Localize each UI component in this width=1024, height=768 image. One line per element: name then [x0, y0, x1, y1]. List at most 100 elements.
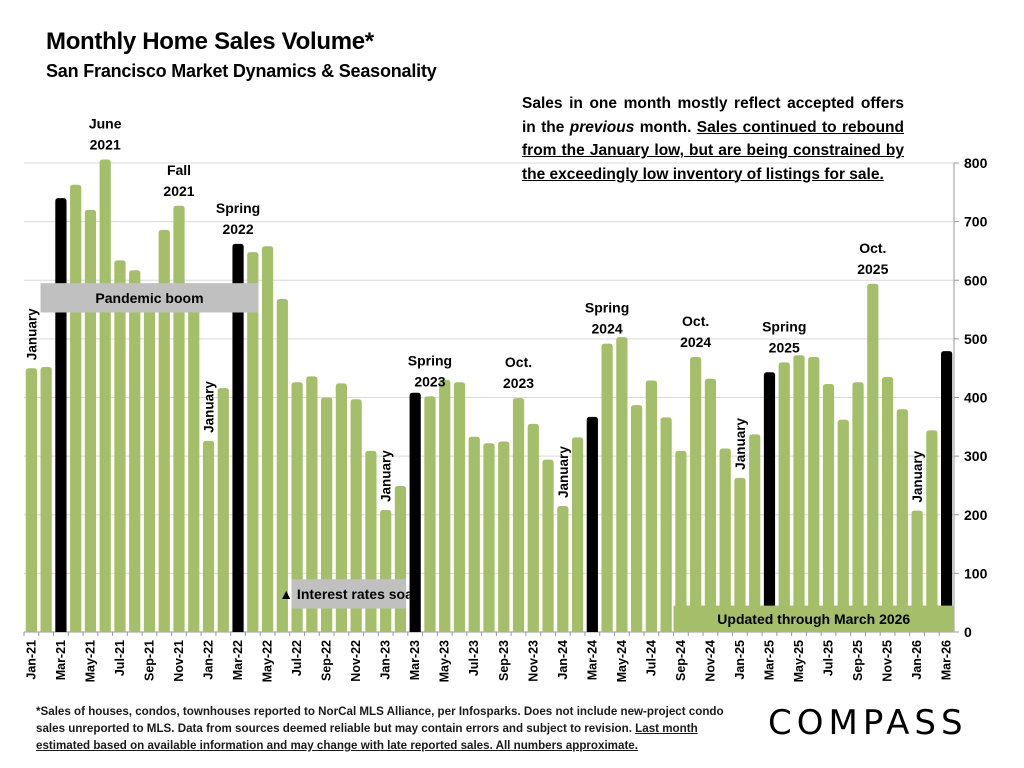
- bar: [571, 437, 584, 632]
- annotation-label: Spring: [762, 318, 806, 334]
- annotation-label: 2025: [769, 339, 800, 355]
- bar: [704, 378, 717, 632]
- y-tick-label: 500: [964, 331, 988, 347]
- y-tick-label: 400: [964, 390, 988, 406]
- x-tick-label: Jan-23: [379, 640, 393, 680]
- annotation-label: January: [733, 418, 748, 470]
- bar: [645, 380, 657, 632]
- bar: [321, 397, 333, 632]
- bar: [719, 448, 731, 632]
- bar: [232, 243, 244, 632]
- x-tick-label: Jan-22: [202, 640, 216, 680]
- bar: [763, 372, 776, 632]
- x-tick-label: Jul-25: [822, 640, 836, 676]
- y-tick-label: 0: [964, 624, 972, 640]
- bar: [675, 450, 687, 632]
- annotation-label: Spring: [216, 200, 260, 216]
- x-tick-label: Jul-22: [290, 640, 304, 676]
- x-tick-label: May-23: [438, 640, 452, 682]
- x-tick-label: Jan-24: [556, 640, 570, 680]
- annotation-label: 2021: [163, 183, 194, 199]
- bar: [601, 343, 613, 632]
- x-tick-label: Nov-24: [703, 640, 717, 682]
- annotation-label: Spring: [408, 352, 452, 368]
- bar: [498, 441, 510, 632]
- x-tick-label: Mar-25: [762, 640, 776, 680]
- bar: [483, 443, 495, 632]
- note-italic: previous: [569, 118, 635, 136]
- bar: [261, 246, 274, 632]
- annotation-label: 2025: [857, 261, 888, 277]
- annotation-label: January: [24, 308, 39, 360]
- x-tick-label: Jan-26: [910, 640, 924, 680]
- annotation-label: January: [910, 450, 925, 502]
- chart-title: Monthly Home Sales Volume*: [46, 28, 374, 55]
- commentary-note: Sales in one month mostly reflect accept…: [522, 92, 904, 186]
- bar: [129, 270, 141, 632]
- band-label: Pandemic boom: [95, 290, 203, 306]
- bar: [512, 398, 525, 632]
- note-underlined: Sales continued to rebound from the Janu…: [522, 118, 904, 183]
- band-label: Updated through March 2026: [717, 611, 910, 627]
- x-tick-label: Sep-23: [497, 640, 511, 681]
- annotation-band: [291, 579, 407, 609]
- bar: [25, 368, 37, 632]
- bar: [881, 376, 894, 632]
- x-tick-label: Mar-22: [231, 640, 245, 680]
- x-tick-label: May-22: [261, 640, 275, 682]
- bar: [896, 409, 908, 632]
- bar: [99, 159, 111, 633]
- bar: [926, 430, 938, 632]
- bar: [542, 459, 554, 632]
- bar: [453, 382, 466, 632]
- annotation-label: 2021: [90, 136, 121, 152]
- bar: [394, 486, 407, 632]
- annotation-label: Oct.: [505, 354, 532, 370]
- annotation-label: 2022: [222, 221, 253, 237]
- bar: [424, 396, 436, 632]
- x-tick-label: Mar-26: [940, 640, 954, 680]
- bar: [911, 510, 923, 632]
- bar: [527, 423, 539, 632]
- bar: [852, 382, 864, 632]
- bar: [690, 357, 702, 632]
- bar: [291, 382, 303, 632]
- y-tick-label: 800: [964, 155, 988, 171]
- x-tick-label: Sep-25: [851, 640, 865, 681]
- bar: [749, 434, 761, 632]
- footnote-underlined: Last month estimated based on available …: [36, 722, 698, 752]
- annotation-label: 2024: [680, 334, 711, 350]
- bar: [70, 184, 82, 632]
- bar: [631, 405, 643, 632]
- x-tick-label: Nov-23: [526, 640, 540, 682]
- bar: [616, 337, 628, 632]
- x-tick-label: Sep-22: [320, 640, 334, 681]
- bar: [941, 351, 953, 632]
- compass-logo: COMPASS: [768, 703, 968, 743]
- x-tick-label: Jan-21: [24, 640, 38, 680]
- bar: [439, 379, 451, 632]
- chart-subtitle: San Francisco Market Dynamics & Seasonal…: [46, 61, 437, 81]
- bar: [557, 505, 569, 632]
- x-tick-label: Mar-23: [408, 640, 422, 680]
- x-tick-label: Jul-24: [644, 640, 658, 676]
- x-tick-label: Jul-23: [467, 640, 481, 676]
- y-tick-label: 300: [964, 448, 988, 464]
- updated-band: [673, 605, 954, 632]
- bar: [217, 388, 229, 632]
- x-tick-label: Nov-25: [881, 640, 895, 682]
- x-tick-label: Jan-25: [733, 640, 747, 680]
- annotation-label: Oct.: [682, 313, 709, 329]
- bar: [188, 297, 200, 632]
- x-tick-label: Mar-24: [585, 640, 599, 680]
- annotation-label: Spring: [585, 300, 629, 316]
- bar: [55, 198, 67, 633]
- x-tick-label: Nov-22: [349, 640, 363, 682]
- bar: [335, 383, 347, 632]
- bar: [586, 416, 598, 632]
- bar: [247, 252, 259, 633]
- bar: [468, 436, 480, 632]
- bar: [734, 477, 746, 632]
- band-label: ▲ Interest rates soar: [279, 586, 419, 602]
